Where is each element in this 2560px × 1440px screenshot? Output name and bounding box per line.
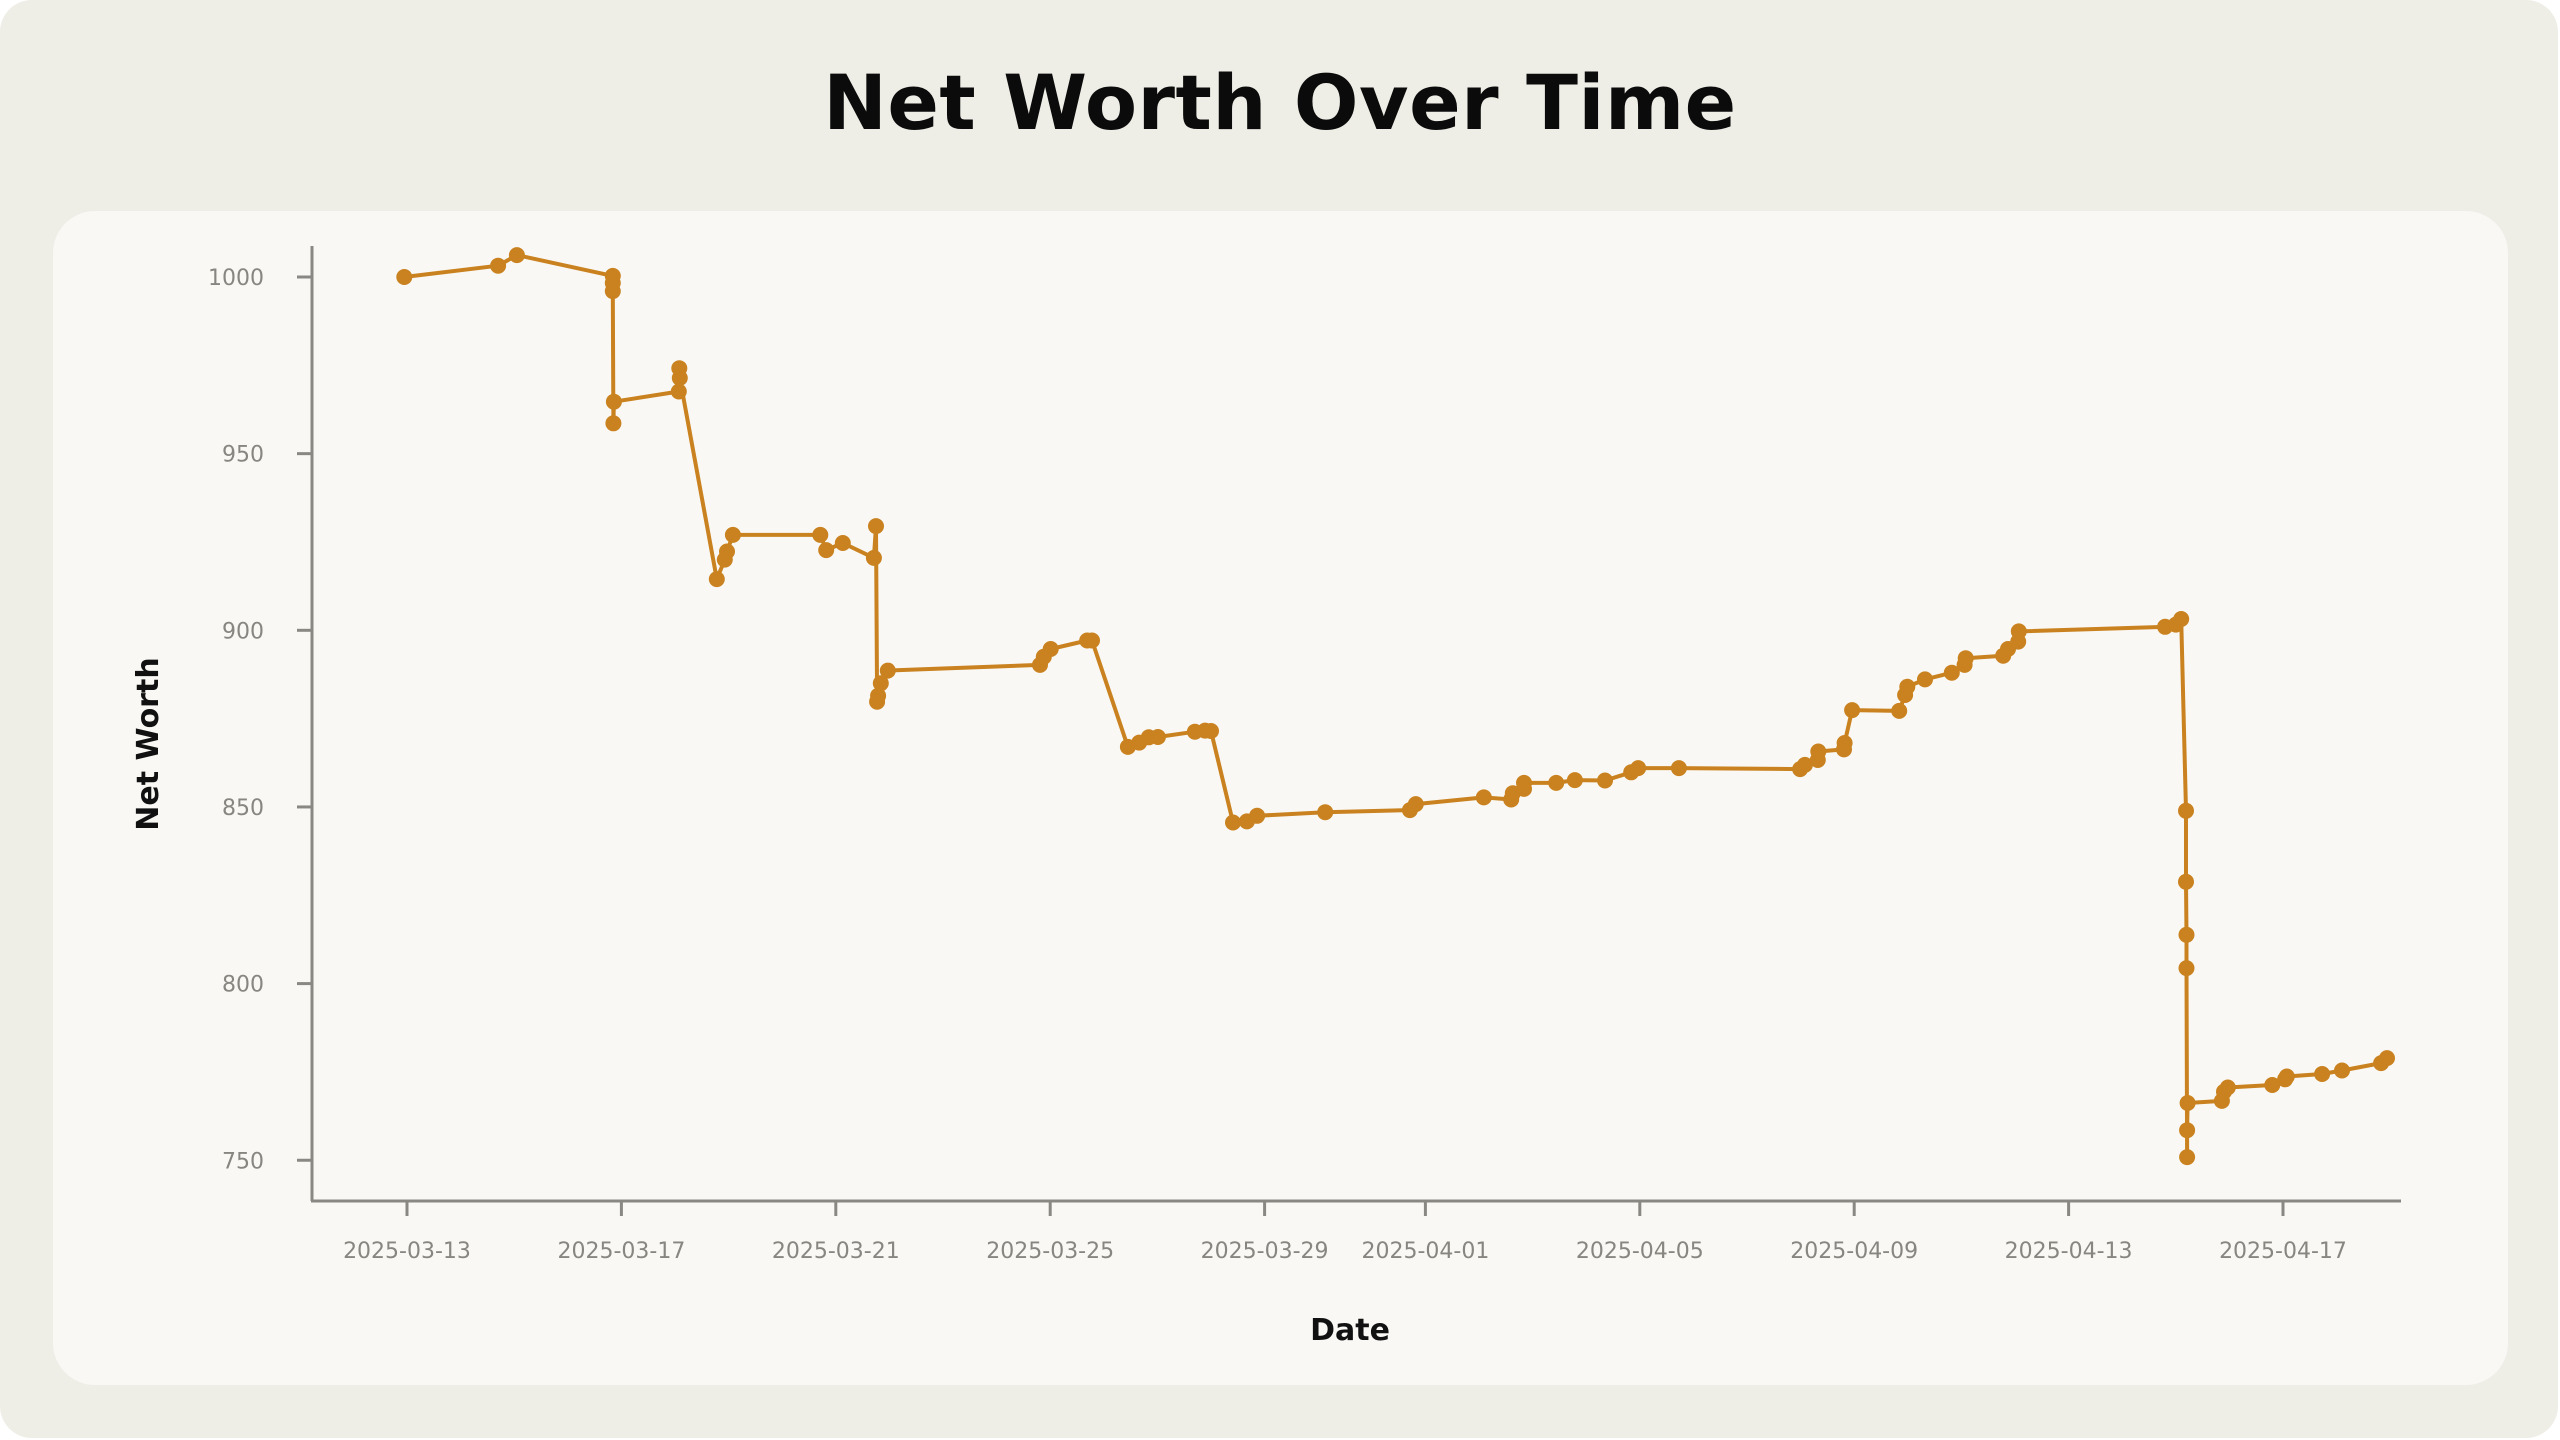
- data-point-marker: [872, 675, 889, 692]
- data-point-marker: [708, 571, 725, 588]
- data-point-marker: [2219, 1079, 2236, 1096]
- y-tick-label: 850: [222, 796, 264, 821]
- data-point-marker: [1084, 632, 1100, 649]
- data-point-marker: [1670, 760, 1687, 777]
- data-point-marker: [870, 687, 887, 704]
- data-point-marker: [2278, 1068, 2295, 1085]
- y-tick-label: 800: [222, 973, 264, 998]
- data-point-marker: [818, 542, 835, 559]
- x-tick-label: 2025-03-25: [986, 1239, 1114, 1264]
- data-point-marker: [1917, 671, 1933, 688]
- data-point-marker: [1149, 729, 1166, 745]
- data-point-marker: [2179, 1122, 2196, 1139]
- data-point-marker: [671, 370, 688, 386]
- data-point-marker: [2178, 926, 2195, 943]
- y-tick-label: 1000: [208, 266, 264, 291]
- data-point-marker: [2314, 1066, 2331, 1082]
- data-point-marker: [2178, 960, 2195, 977]
- x-axis-title: Date: [1310, 1313, 1390, 1348]
- data-point-marker: [834, 535, 851, 551]
- data-point-marker: [2178, 802, 2194, 819]
- x-tick-label: 2025-03-13: [343, 1239, 471, 1264]
- data-point-marker: [2179, 1149, 2196, 1166]
- data-point-marker: [868, 518, 884, 535]
- y-tick-label: 750: [222, 1149, 264, 1174]
- data-point-marker: [1891, 702, 1908, 719]
- data-point-marker: [1630, 760, 1647, 777]
- x-ticks: 2025-03-13 2025-03-17 2025-03-21 2025-03-25…: [343, 1201, 2347, 1264]
- data-point-marker: [1548, 774, 1565, 791]
- data-point-marker: [812, 526, 829, 543]
- data-point-marker: [1516, 774, 1532, 791]
- data-point-marker: [1844, 702, 1861, 719]
- x-tick-label: 2025-03-29: [1201, 1239, 1329, 1264]
- data-point-marker: [1943, 664, 1960, 681]
- y-tick-label: 900: [222, 619, 264, 644]
- data-point-marker: [2178, 873, 2194, 890]
- data-point-marker: [719, 543, 735, 560]
- data-point-marker: [1566, 772, 1583, 789]
- data-point-marker: [1796, 756, 1813, 773]
- data-point-marker: [604, 283, 621, 300]
- data-point-marker: [1407, 796, 1424, 813]
- data-point-marker: [2334, 1062, 2350, 1079]
- data-point-marker: [1836, 735, 1853, 751]
- data-point-marker: [1810, 743, 1827, 760]
- data-point-marker: [2179, 1095, 2196, 1111]
- x-tick-label: 2025-03-21: [772, 1239, 900, 1264]
- data-point-marker: [1203, 723, 1219, 739]
- net-worth-series: [396, 247, 2395, 1166]
- x-tick-label: 2025-04-05: [1576, 1239, 1704, 1264]
- data-point-marker: [1899, 678, 1916, 695]
- data-point-marker: [670, 383, 687, 400]
- data-point-marker: [865, 549, 882, 566]
- x-tick-label: 2025-03-17: [557, 1239, 685, 1264]
- x-tick-label: 2025-04-13: [2005, 1239, 2133, 1264]
- data-point-marker: [2264, 1077, 2281, 1093]
- data-point-marker: [1225, 814, 1241, 831]
- plot-panel: [53, 211, 2508, 1385]
- data-point-marker: [2173, 611, 2190, 627]
- data-point-marker: [879, 662, 896, 679]
- data-point-marker: [1957, 650, 1974, 667]
- x-tick-label: 2025-04-01: [1361, 1239, 1489, 1264]
- data-point-marker: [1475, 789, 1492, 806]
- x-tick-label: 2025-04-09: [1790, 1239, 1918, 1264]
- y-ticks: 1000 950 900 850 800 750: [208, 266, 312, 1174]
- y-tick-label: 950: [222, 443, 264, 468]
- data-point-marker: [605, 415, 622, 432]
- data-point-marker: [396, 269, 413, 285]
- x-tick-label: 2025-04-17: [2219, 1239, 2347, 1264]
- y-axis-title: Net Worth: [131, 657, 166, 830]
- data-point-marker: [1249, 807, 1266, 824]
- net-worth-markers: [396, 247, 2395, 1166]
- data-point-marker: [2010, 623, 2027, 640]
- net-worth-line: [404, 253, 2389, 1160]
- data-point-marker: [1317, 804, 1334, 821]
- data-point-marker: [724, 526, 741, 543]
- data-point-marker: [1597, 772, 1613, 789]
- data-point-marker: [2379, 1050, 2395, 1067]
- data-point-marker: [508, 247, 525, 264]
- data-point-marker: [490, 257, 507, 274]
- data-point-marker: [1042, 641, 1059, 657]
- data-point-marker: [605, 393, 622, 410]
- chart-title: Net Worth Over Time: [823, 58, 1737, 147]
